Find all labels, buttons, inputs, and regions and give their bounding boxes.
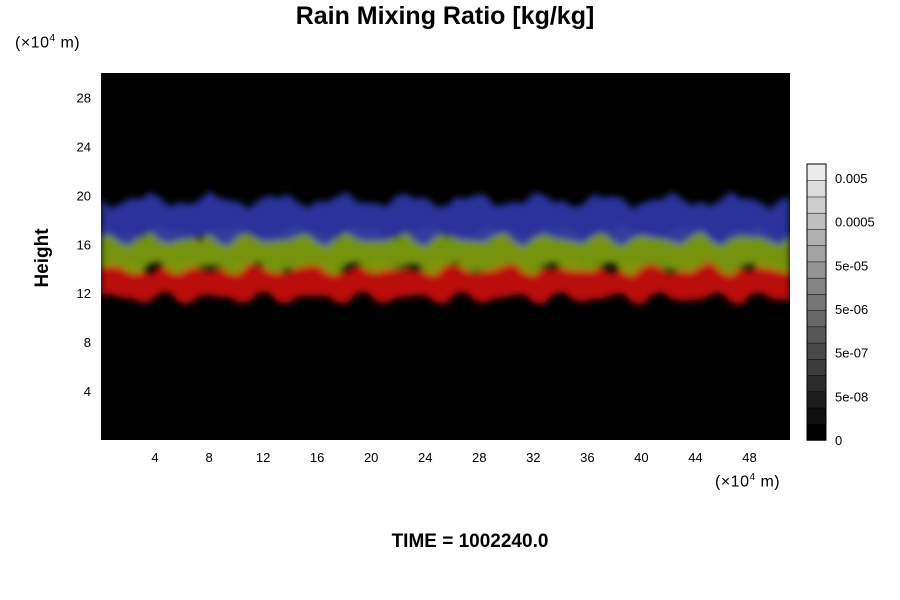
colorbar-level <box>806 358 827 376</box>
chart-title: Rain Mixing Ratio [kg/kg] <box>295 2 595 30</box>
colorbar-label: 0.005 <box>835 171 868 186</box>
y-tick-label: 12 <box>77 286 91 301</box>
x-tick-label: 8 <box>205 450 212 465</box>
colorbar-level <box>806 179 827 198</box>
x-tick-label: 32 <box>526 450 540 465</box>
y-tick-label: 4 <box>84 384 91 399</box>
colorbar-level <box>806 228 827 246</box>
y-unit-suffix: m) <box>55 34 81 52</box>
time-label: TIME = 1002240.0 <box>391 531 549 552</box>
y-tick-label: 16 <box>77 237 91 252</box>
colorbar-level <box>806 342 827 360</box>
colorbar-level <box>806 163 827 181</box>
colorbar-label: 0 <box>835 433 842 448</box>
y-tick-label: 28 <box>77 90 91 105</box>
colorbar-level <box>806 374 827 393</box>
x-unit-prefix: (×10 <box>715 473 750 491</box>
y-tick-label: 24 <box>77 139 91 154</box>
y-tick-label: 20 <box>77 188 91 203</box>
colorbar-label: 5e-07 <box>835 346 868 361</box>
x-tick-label: 4 <box>151 450 158 465</box>
colorbar-level <box>806 326 827 344</box>
colorbar-level <box>806 196 827 214</box>
x-tick-label: 44 <box>688 450 702 465</box>
colorbar-level <box>806 244 827 263</box>
colorbar-level <box>806 407 827 425</box>
colorbar-label: 5e-05 <box>835 258 868 273</box>
x-tick-label: 16 <box>310 450 324 465</box>
colorbar-level <box>806 423 827 441</box>
colorbar-level <box>806 391 827 409</box>
x-axis-unit: (×104 m) <box>715 472 780 491</box>
x-unit-exponent: 4 <box>749 472 756 483</box>
x-unit-suffix: m) <box>755 473 781 491</box>
colorbar-level <box>806 212 827 230</box>
x-tick-label: 48 <box>742 450 756 465</box>
y-axis-unit: (×104 m) <box>15 33 80 52</box>
colorbar-level <box>806 293 827 311</box>
x-tick-label: 40 <box>634 450 648 465</box>
colorbar-label: 0.0005 <box>835 215 875 230</box>
colorbar-level <box>806 261 827 279</box>
y-unit-prefix: (×10 <box>15 34 50 52</box>
colorbar-level <box>806 309 827 328</box>
x-tick-label: 12 <box>256 450 270 465</box>
y-tick-label: 8 <box>84 335 91 350</box>
colorbar-level <box>806 277 827 295</box>
colorbar-label: 5e-08 <box>835 389 868 404</box>
colorbar-label: 5e-06 <box>835 302 868 317</box>
colorbar-frame <box>806 163 827 441</box>
y-unit-exponent: 4 <box>49 33 56 44</box>
x-tick-label: 20 <box>364 450 378 465</box>
x-tick-label: 28 <box>472 450 486 465</box>
band-layer-3 <box>101 191 790 247</box>
x-tick-label: 24 <box>418 450 432 465</box>
x-tick-label: 36 <box>580 450 594 465</box>
